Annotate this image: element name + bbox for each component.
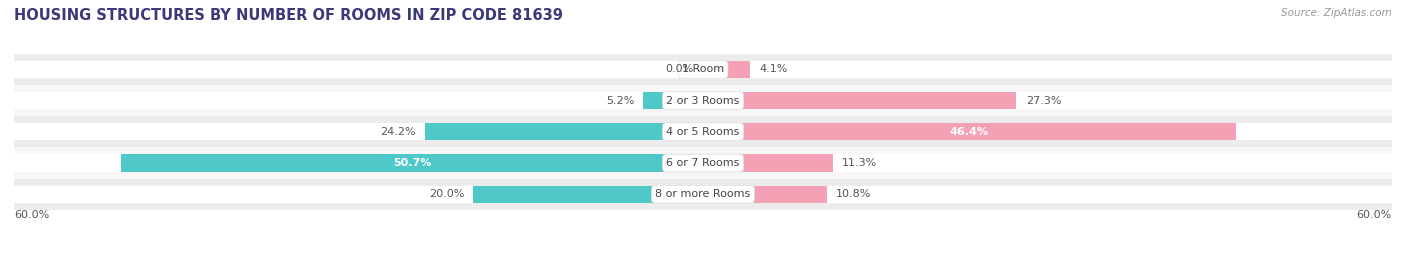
Bar xyxy=(14,179,1392,210)
Text: 0.0%: 0.0% xyxy=(665,64,693,75)
Bar xyxy=(474,186,703,203)
Text: 4.1%: 4.1% xyxy=(759,64,787,75)
Bar xyxy=(14,85,1392,116)
Text: 50.7%: 50.7% xyxy=(392,158,432,168)
Bar xyxy=(703,123,1236,140)
Text: 20.0%: 20.0% xyxy=(429,189,464,199)
Text: 60.0%: 60.0% xyxy=(14,210,49,220)
Text: 4 or 5 Rooms: 4 or 5 Rooms xyxy=(666,127,740,137)
Text: 1 Room: 1 Room xyxy=(682,64,724,75)
Bar xyxy=(703,186,827,203)
Bar xyxy=(14,147,1392,179)
Bar xyxy=(644,92,703,109)
Text: 2 or 3 Rooms: 2 or 3 Rooms xyxy=(666,95,740,106)
Bar xyxy=(14,54,1392,85)
Bar xyxy=(14,186,1392,203)
Bar xyxy=(425,123,703,140)
Text: 27.3%: 27.3% xyxy=(1025,95,1062,106)
Bar xyxy=(14,116,1392,147)
Text: 11.3%: 11.3% xyxy=(842,158,877,168)
Text: 60.0%: 60.0% xyxy=(1357,210,1392,220)
Bar xyxy=(121,154,703,172)
Text: HOUSING STRUCTURES BY NUMBER OF ROOMS IN ZIP CODE 81639: HOUSING STRUCTURES BY NUMBER OF ROOMS IN… xyxy=(14,8,562,23)
Text: 10.8%: 10.8% xyxy=(837,189,872,199)
Bar xyxy=(14,61,1392,78)
Bar xyxy=(14,92,1392,109)
Text: 6 or 7 Rooms: 6 or 7 Rooms xyxy=(666,158,740,168)
Text: 24.2%: 24.2% xyxy=(380,127,416,137)
Bar xyxy=(14,154,1392,172)
Text: 46.4%: 46.4% xyxy=(950,127,988,137)
Text: 8 or more Rooms: 8 or more Rooms xyxy=(655,189,751,199)
Text: 5.2%: 5.2% xyxy=(606,95,634,106)
Bar xyxy=(703,154,832,172)
Bar xyxy=(14,123,1392,140)
Text: Source: ZipAtlas.com: Source: ZipAtlas.com xyxy=(1281,8,1392,18)
Bar xyxy=(703,61,749,78)
Bar xyxy=(703,92,1017,109)
